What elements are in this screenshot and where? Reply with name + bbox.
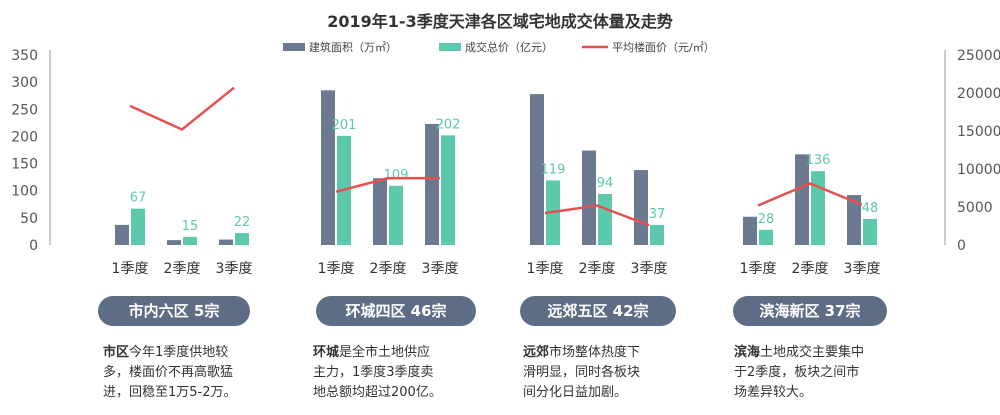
data-label-total: 48 [862, 201, 879, 216]
bar-area [321, 90, 335, 246]
price-line [129, 86, 235, 131]
bar-total [863, 218, 877, 245]
desc-highlight: 远郊 [523, 345, 550, 360]
category-label: 3季度 [844, 261, 881, 277]
left-tick-label: 0 [29, 238, 38, 254]
left-tick-label: 350 [11, 48, 38, 64]
desc-district-4: 滨海土地成交主要集中 于2季度，板块之间市 场差异较大。 [734, 343, 899, 403]
bar-total [235, 233, 249, 245]
bar-total [759, 229, 773, 245]
bar-total [811, 171, 825, 245]
desc-district-3: 远郊市场整体热度下 滑明显，同时各板块 间分化日益加剧。 [523, 343, 688, 403]
left-tick-label: 150 [11, 157, 38, 173]
desc-line: 主力，1季度3季度卖 [313, 365, 434, 380]
data-label-total: 28 [758, 212, 775, 227]
right-tick-label: 5000 [957, 200, 993, 216]
category-label: 2季度 [579, 261, 616, 277]
bar-area [115, 224, 129, 245]
desc-line: 滑明显，同时各板块 [523, 365, 641, 380]
bar-area [743, 216, 757, 245]
desc-line: 间分化日益加剧。 [523, 385, 628, 400]
desc-line: 地总额均超过200亿。 [313, 385, 442, 400]
desc-highlight: 滨海 [734, 345, 761, 360]
bar-total [650, 224, 664, 245]
legend-label-price: 平均楼面价（元/㎡） [612, 40, 715, 54]
data-label-total: 67 [130, 191, 147, 206]
bar-area [795, 154, 809, 245]
category-label: 3季度 [631, 261, 668, 277]
bar-area [167, 240, 181, 245]
data-label-total: 15 [182, 219, 199, 234]
left-tick-label: 100 [11, 184, 38, 200]
desc-line: 于2季度，板块之间市 [734, 365, 860, 380]
right-tick-label: 15000 [957, 124, 1000, 140]
pill-district-4: 滨海新区 37宗 [733, 296, 887, 326]
desc-line: 进，回稳至1万5-2万。 [103, 385, 237, 400]
data-label-total: 202 [436, 117, 461, 132]
bar-total [131, 208, 145, 245]
legend-swatch-total [439, 43, 461, 51]
desc-line: 多，楼面价不再高歌猛 [103, 365, 234, 380]
bar-total [598, 193, 612, 245]
desc-highlight: 市区 [103, 345, 130, 360]
data-label-total: 201 [332, 118, 357, 133]
bar-area [847, 195, 861, 245]
price-line [544, 204, 650, 227]
category-label: 1季度 [740, 261, 777, 277]
category-label: 2季度 [164, 261, 201, 277]
data-label-total: 94 [597, 176, 614, 191]
left-tick-label: 50 [20, 211, 38, 227]
desc-line: 是全市土地供应 [339, 345, 431, 360]
legend-label-area: 建筑面积（万㎡） [309, 40, 397, 54]
bar-total [389, 185, 403, 245]
data-label-total: 136 [806, 153, 831, 168]
desc-line: 土地成交主要集中 [760, 345, 865, 360]
desc-highlight: 环城 [313, 345, 340, 360]
left-tick-label: 200 [11, 129, 38, 145]
desc-district-2: 环城是全市土地供应 主力，1季度3季度卖 地总额均超过200亿。 [313, 343, 478, 403]
pill-district-1: 市内六区 5宗 [98, 296, 250, 326]
data-label-total: 119 [541, 162, 566, 177]
category-label: 1季度 [527, 261, 564, 277]
category-label: 2季度 [792, 261, 829, 277]
bar-area [425, 123, 439, 245]
data-label-total: 109 [384, 168, 409, 183]
bar-total [183, 236, 197, 245]
bar-area [582, 150, 596, 245]
data-label-total: 37 [649, 207, 666, 222]
category-label: 1季度 [318, 261, 355, 277]
left-tick-label: 300 [11, 75, 38, 91]
legend-swatch-area [283, 43, 305, 51]
right-tick-label: 10000 [957, 162, 1000, 178]
category-label: 3季度 [422, 261, 459, 277]
left-tick-label: 250 [11, 102, 38, 118]
right-tick-label: 0 [957, 238, 966, 254]
pill-district-2: 环城四区 46宗 [316, 296, 476, 326]
desc-line: 场差异较大。 [734, 385, 813, 400]
price-line [335, 176, 440, 194]
pill-district-3: 远郊五区 42宗 [520, 296, 676, 326]
category-label: 3季度 [216, 261, 253, 277]
category-label: 1季度 [112, 261, 149, 277]
chart-title: 2019年1-3季度天津各区域宅地成交体量及走势 [327, 12, 673, 31]
bar-area [530, 94, 544, 245]
bar-area [219, 239, 233, 245]
category-label: 2季度 [370, 261, 407, 277]
legend-label-total: 成交总价（亿元） [465, 40, 553, 54]
data-label-total: 22 [234, 215, 251, 230]
right-tick-label: 25000 [957, 48, 1000, 64]
right-tick-label: 20000 [957, 86, 1000, 102]
desc-line: 今年1季度供地较 [129, 345, 229, 360]
bar-total [441, 135, 455, 245]
desc-line: 市场整体热度下 [549, 345, 641, 360]
bar-area [373, 178, 387, 245]
price-line [757, 182, 863, 207]
bar-area [634, 170, 648, 245]
desc-district-1: 市区今年1季度供地较 多，楼面价不再高歌猛 进，回稳至1万5-2万。 [103, 343, 268, 403]
